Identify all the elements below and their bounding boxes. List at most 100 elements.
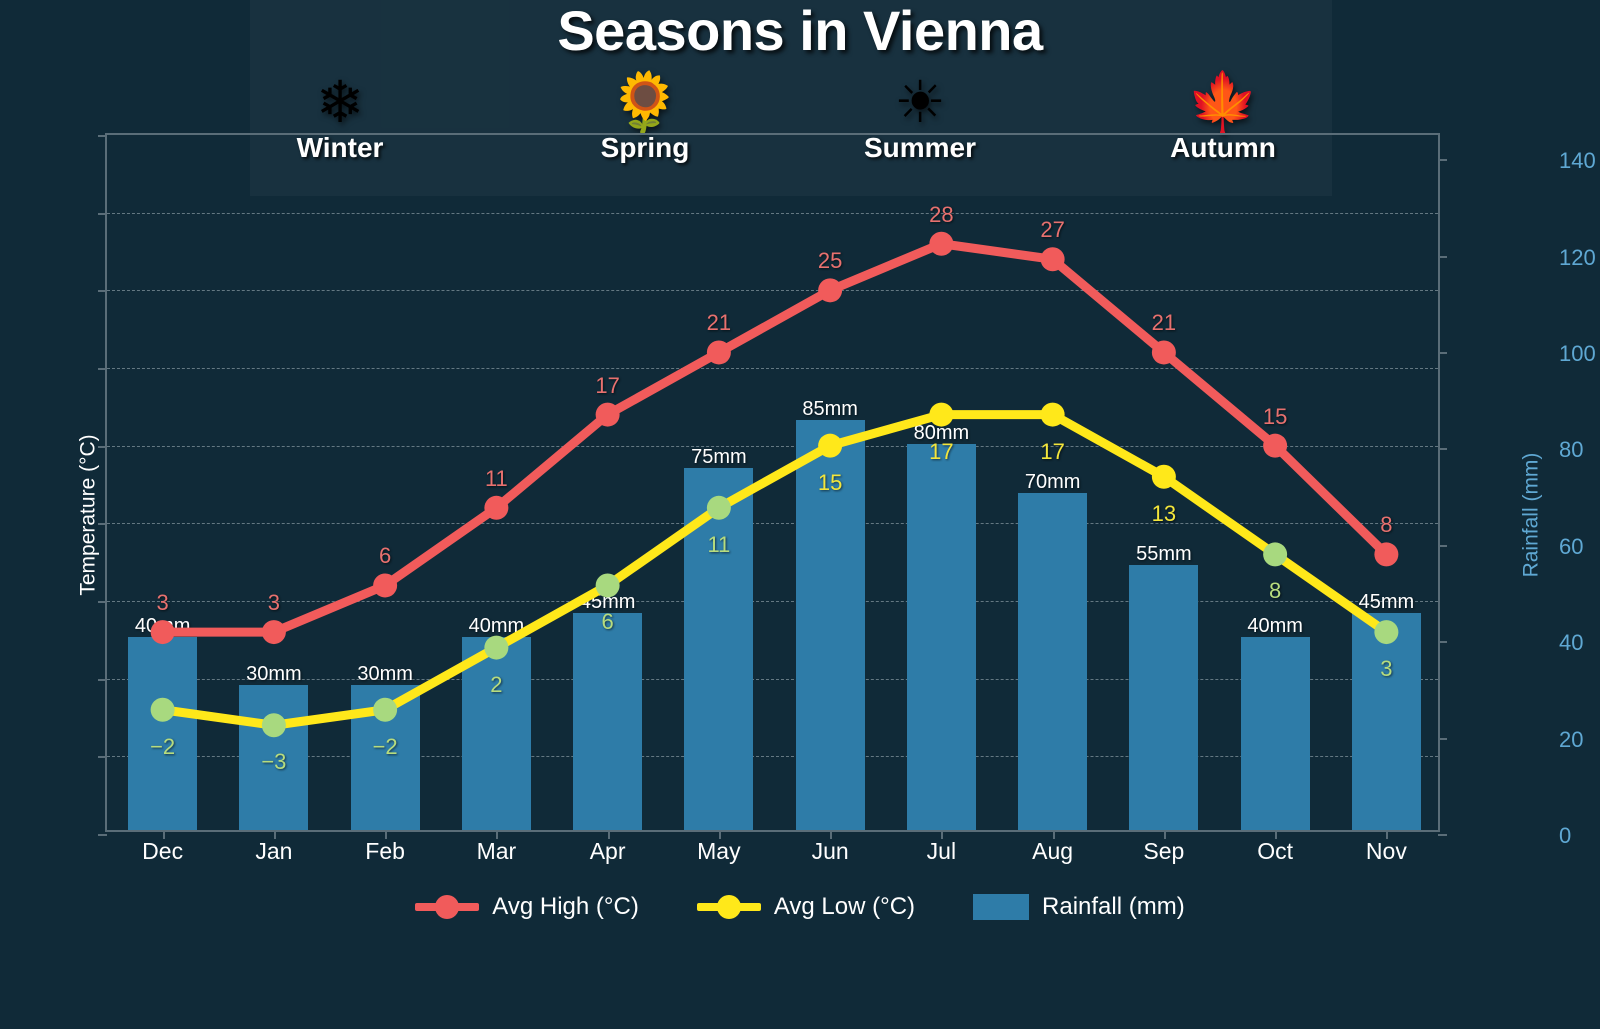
right-tick-mark xyxy=(1438,255,1447,258)
point-label: 21 xyxy=(706,310,732,336)
point-label: −2 xyxy=(372,733,398,759)
right-tick-mark xyxy=(1438,641,1447,644)
point-label: 3 xyxy=(267,590,280,616)
season-marker-summer: ☀ Summer xyxy=(820,72,1020,164)
bar-value-label: 30mm xyxy=(357,663,413,686)
bar-value-label: 75mm xyxy=(691,446,747,469)
legend-item[interactable]: Avg Low (°C) xyxy=(696,893,916,921)
x-tick-mark xyxy=(273,830,276,839)
bar-may xyxy=(684,468,754,830)
maple-leaf-icon: 🍁 xyxy=(1186,70,1260,135)
point-label: 6 xyxy=(601,609,614,635)
x-tick-label: Nov xyxy=(1365,838,1407,864)
gridline xyxy=(107,756,1438,758)
season-label: Winter xyxy=(296,132,384,163)
point-label: 11 xyxy=(484,465,508,491)
x-tick-label: Sep xyxy=(1143,838,1185,864)
data-point xyxy=(929,231,954,256)
point-label: 17 xyxy=(595,372,620,398)
right-tick-label: 20 xyxy=(1559,726,1584,752)
x-tick-mark xyxy=(385,830,388,839)
legend-label: Avg Low (°C) xyxy=(773,893,916,920)
bar-value-label: 40mm xyxy=(468,615,525,638)
left-tick-mark xyxy=(98,601,107,603)
season-label: Autumn xyxy=(1170,132,1276,163)
point-label: 28 xyxy=(929,201,954,227)
right-tick-label: 0 xyxy=(1559,823,1572,848)
data-point xyxy=(1151,464,1176,489)
point-label: 3 xyxy=(1380,656,1393,682)
x-tick-label: Oct xyxy=(1257,838,1294,864)
point-label: 6 xyxy=(379,543,392,569)
data-point xyxy=(706,340,731,365)
sun-icon: ☀ xyxy=(894,70,946,135)
x-tick-mark xyxy=(162,830,165,839)
point-label: −2 xyxy=(150,733,176,759)
data-point xyxy=(484,495,509,520)
left-tick-mark xyxy=(98,212,107,215)
right-tick-mark xyxy=(1438,448,1447,451)
point-label: 17 xyxy=(929,438,954,464)
chart-title: Seasons in Vienna xyxy=(557,0,1043,62)
legend-item[interactable]: Avg High (°C) xyxy=(415,893,639,921)
point-label: 13 xyxy=(1151,500,1177,526)
bar-oct xyxy=(1240,637,1310,830)
left-tick-mark xyxy=(98,523,107,526)
bar-value-label: 40mm xyxy=(1247,615,1303,638)
point-label: 8 xyxy=(1269,578,1282,604)
x-tick-mark xyxy=(607,830,610,839)
snowflake-icon: ❄ xyxy=(315,70,365,135)
x-tick-mark xyxy=(830,830,833,839)
right-tick-label: 100 xyxy=(1559,340,1596,366)
x-tick-label: Jun xyxy=(811,838,849,864)
bar-aug xyxy=(1018,492,1088,830)
right-axis-title: Rainfall (mm) xyxy=(1519,452,1543,577)
right-tick-label: 80 xyxy=(1559,437,1584,463)
legend-bar-swatch xyxy=(973,894,1030,920)
bar-value-label: 85mm xyxy=(802,398,858,421)
right-tick-label: 140 xyxy=(1559,148,1596,174)
sunflower-icon: 🌻 xyxy=(608,70,682,135)
x-tick-label: Jul xyxy=(926,838,957,864)
gridline xyxy=(107,212,1438,214)
season-label: Spring xyxy=(600,132,690,163)
left-tick-mark xyxy=(98,756,107,759)
data-point xyxy=(1040,402,1065,427)
line-avg-high---c- xyxy=(158,239,1391,637)
right-tick-label: 40 xyxy=(1559,630,1584,656)
x-tick-mark xyxy=(1052,830,1055,839)
left-tick-mark xyxy=(98,135,107,137)
point-label: 15 xyxy=(817,469,843,495)
left-tick-mark xyxy=(98,678,107,681)
x-tick-mark xyxy=(941,830,944,839)
legend-label: Rainfall (mm) xyxy=(1042,893,1185,920)
x-tick-label: Mar xyxy=(476,838,517,864)
point-label: 17 xyxy=(1040,438,1065,464)
right-tick-label: 60 xyxy=(1559,533,1584,559)
data-point xyxy=(1263,542,1288,567)
right-tick-mark xyxy=(1438,351,1447,354)
point-label: 21 xyxy=(1151,310,1177,336)
data-point xyxy=(373,573,398,598)
point-label: 3 xyxy=(156,590,169,616)
point-label: 25 xyxy=(817,248,843,274)
data-point xyxy=(595,402,620,427)
season-marker-autumn: 🍁 Autumn xyxy=(1123,72,1323,164)
legend-label: Avg High (°C) xyxy=(492,893,639,920)
data-point xyxy=(1151,340,1176,365)
point-label: 8 xyxy=(1380,512,1393,538)
bar-value-label: 45mm xyxy=(1358,591,1415,614)
x-tick-mark xyxy=(1163,830,1166,839)
legend-item[interactable]: Rainfall (mm) xyxy=(973,893,1185,921)
chart-legend: Avg High (°C) Avg Low (°C) Rainfall (mm) xyxy=(0,893,1600,921)
bar-value-label: 70mm xyxy=(1024,470,1081,493)
right-tick-mark xyxy=(1438,544,1447,547)
gridline xyxy=(107,523,1438,525)
legend-line-marker xyxy=(696,895,761,919)
gridline xyxy=(107,290,1438,292)
x-tick-label: Feb xyxy=(365,838,405,864)
data-point xyxy=(1040,247,1065,272)
gridline xyxy=(107,368,1438,369)
